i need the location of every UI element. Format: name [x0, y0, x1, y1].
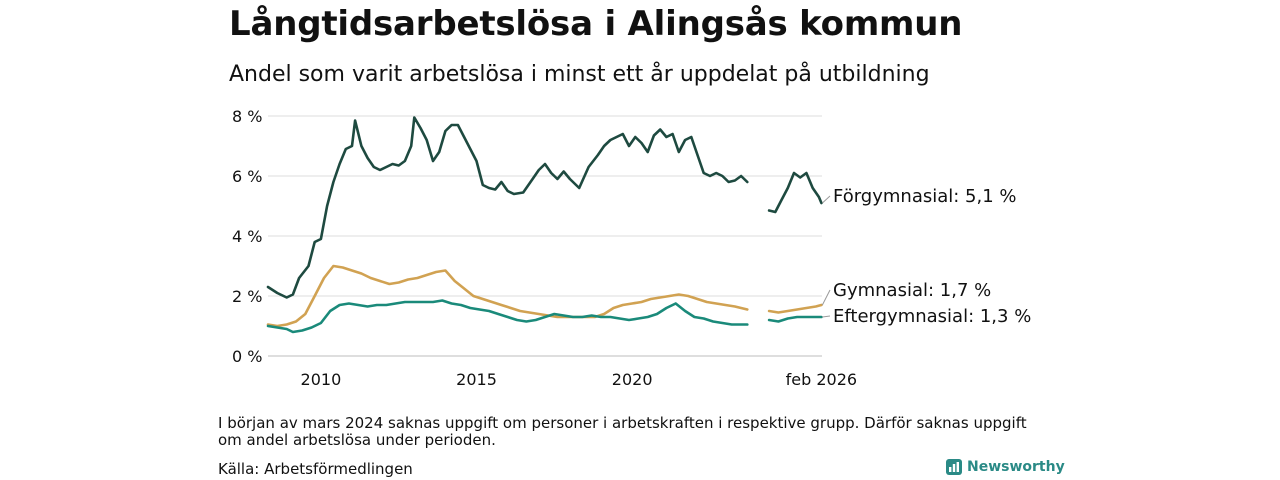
footnote: I början av mars 2024 saknas uppgift om … — [218, 414, 1027, 449]
x-tick-label: 2015 — [456, 370, 497, 389]
x-tick-label: 2010 — [301, 370, 342, 389]
series-line-gymnasial-2 — [767, 303, 823, 314]
leader-line — [822, 315, 831, 318]
x-axis-ticks: 2010 2015 2020 feb 2026 — [301, 370, 858, 389]
leader-line — [822, 195, 831, 204]
end-label-gymnasial: Gymnasial: 1,7 % — [833, 280, 991, 301]
y-axis-ticks: 0 % 2 % 4 % 6 % 8 % — [232, 107, 262, 366]
y-tick-label: 6 % — [232, 167, 262, 186]
x-tick-label: feb 2026 — [786, 370, 857, 389]
y-tick-label: 8 % — [232, 107, 262, 126]
chart-title: Långtidsarbetslösa i Alingsås kommun — [229, 4, 963, 44]
leader-line — [821, 289, 831, 306]
y-tick-label: 2 % — [232, 287, 262, 306]
series-line-eftergymnasial-2 — [767, 315, 823, 323]
series-line-gymnasial-1 — [266, 264, 749, 328]
bar-chart-icon — [946, 459, 962, 475]
brand-name: Newsworthy — [967, 459, 1065, 475]
end-labels: Förgymnasial: 5,1 % Gymnasial: 1,7 % Efter… — [821, 186, 1031, 327]
series-line-eftergymnasial-1 — [266, 299, 749, 334]
chart-subtitle: Andel som varit arbetslösa i minst ett å… — [229, 62, 930, 87]
y-tick-label: 4 % — [232, 227, 262, 246]
series-lines — [266, 116, 823, 334]
series-line-förgymnasial-2 — [767, 171, 823, 214]
y-tick-label: 0 % — [232, 347, 262, 366]
brand-logo: Newsworthy — [946, 459, 1065, 475]
source-note: Källa: Arbetsförmedlingen — [218, 460, 413, 478]
end-label-eftergymnasial: Eftergymnasial: 1,3 % — [833, 306, 1031, 327]
series-line-förgymnasial-1 — [266, 116, 749, 299]
gridlines — [268, 115, 822, 357]
x-tick-label: 2020 — [612, 370, 653, 389]
end-label-förgymnasial: Förgymnasial: 5,1 % — [833, 186, 1017, 207]
line-chart: 0 % 2 % 4 % 6 % 8 % 2010 2015 2020 feb 2026 För… — [232, 107, 1031, 389]
